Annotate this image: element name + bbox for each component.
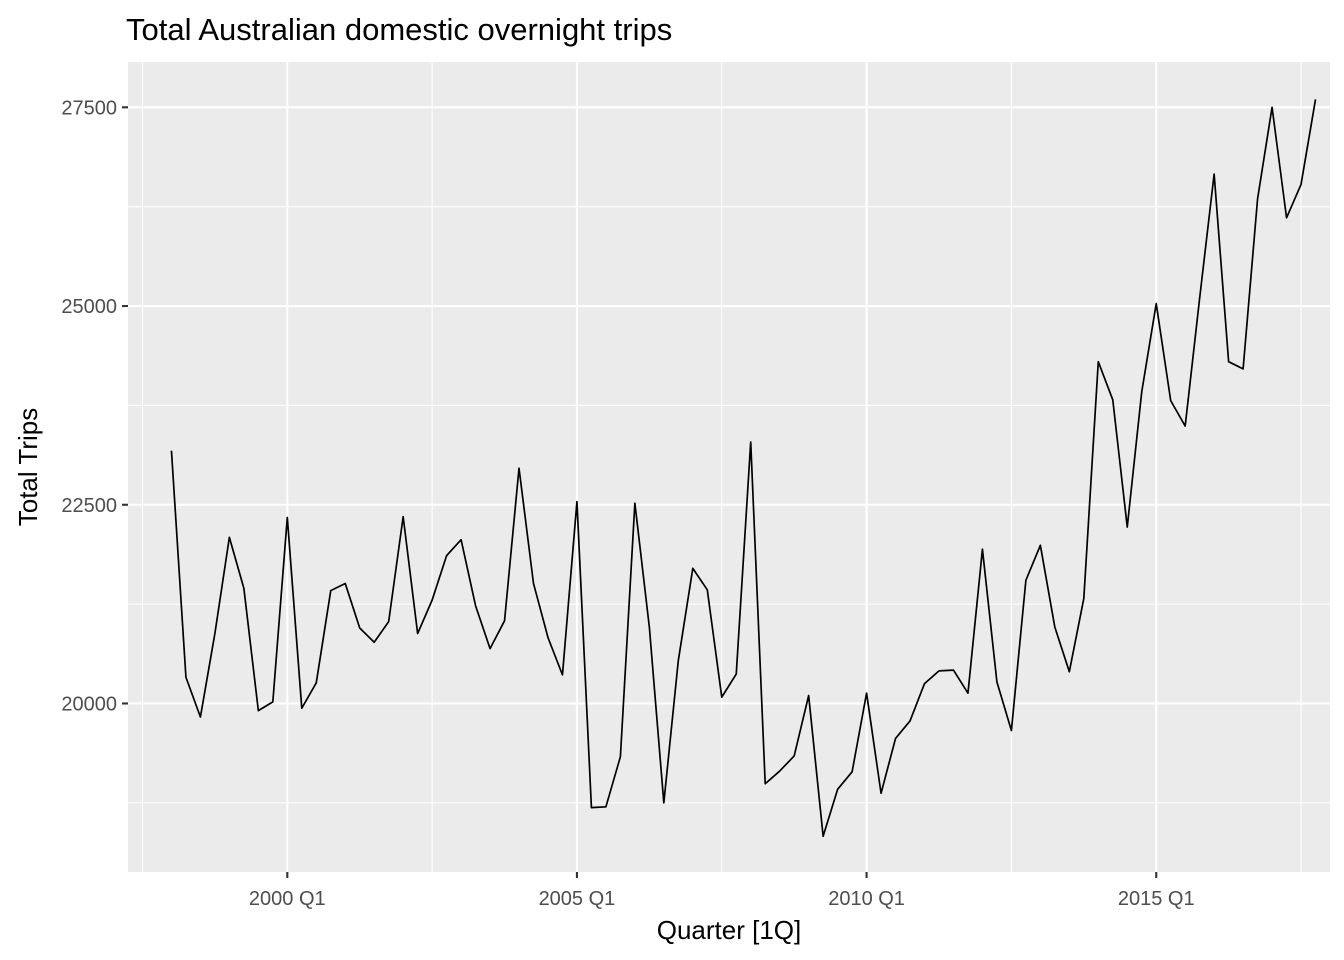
data-point: [865, 691, 869, 695]
data-point: [213, 632, 217, 636]
data-point: [387, 620, 391, 624]
data-point: [1125, 525, 1129, 529]
data-point: [1053, 625, 1057, 629]
data-point: [517, 466, 521, 470]
data-point: [894, 736, 898, 740]
data-point: [923, 682, 927, 686]
data-point: [1082, 597, 1086, 601]
data-point: [401, 515, 405, 519]
y-axis-ticks: 20000 22500 25000 27500: [61, 97, 128, 715]
data-point: [1241, 367, 1245, 371]
data-point: [1299, 182, 1303, 186]
y-tick-label: 22500: [61, 495, 117, 517]
data-point: [445, 554, 449, 558]
data-point: [749, 440, 753, 444]
data-point: [198, 715, 202, 719]
data-point: [184, 675, 188, 679]
data-point: [1183, 424, 1187, 428]
data-point: [1198, 296, 1202, 300]
data-point: [951, 668, 955, 672]
major-gridlines-x: [286, 62, 1158, 872]
data-point: [966, 691, 970, 695]
data-point: [285, 515, 289, 519]
data-point: [1169, 399, 1173, 403]
data-point: [1154, 302, 1158, 306]
data-point: [503, 619, 507, 623]
data-point: [1067, 670, 1071, 674]
data-point: [300, 706, 304, 710]
x-tick-label: 2010 Q1: [828, 888, 905, 910]
data-point: [1227, 360, 1231, 364]
data-point: [227, 535, 231, 539]
data-point: [416, 632, 420, 636]
data-point: [343, 581, 347, 585]
data-point: [604, 805, 608, 809]
data-point: [546, 636, 550, 640]
data-point: [1256, 197, 1260, 201]
data-point: [1024, 578, 1028, 582]
data-point: [734, 672, 738, 676]
data-point: [314, 681, 318, 685]
data-point: [329, 589, 333, 593]
data-point: [980, 547, 984, 551]
data-point: [1285, 216, 1289, 220]
data-point: [676, 659, 680, 663]
plot-panel: [128, 62, 1330, 872]
data-point: [589, 806, 593, 810]
data-point: [720, 695, 724, 699]
data-point: [459, 538, 463, 542]
data-point: [879, 791, 883, 795]
data-point: [575, 500, 579, 504]
x-axis-ticks: 2000 Q1 2005 Q1 2010 Q1 2015 Q1: [249, 872, 1195, 910]
data-point: [242, 586, 246, 590]
data-point: [1270, 105, 1274, 109]
data-point: [633, 501, 637, 505]
data-point: [937, 669, 941, 673]
chart-title: Total Australian domestic overnight trip…: [126, 12, 672, 47]
data-point: [1111, 398, 1115, 402]
data-point: [807, 694, 811, 698]
data-point: [430, 598, 434, 602]
data-point: [778, 769, 782, 773]
data-point: [169, 449, 173, 453]
data-point: [995, 680, 999, 684]
data-point: [1314, 97, 1318, 101]
data-point: [821, 834, 825, 838]
data-point: [372, 640, 376, 644]
data-point: [662, 801, 666, 805]
y-tick-label: 20000: [61, 693, 117, 715]
series-line-total-trips: [170, 99, 1317, 838]
data-point: [531, 581, 535, 585]
data-point: [1009, 729, 1013, 733]
data-point: [358, 626, 362, 630]
x-tick-label: 2015 Q1: [1118, 888, 1195, 910]
data-point: [792, 754, 796, 758]
data-point: [691, 566, 695, 570]
data-point: [488, 647, 492, 651]
x-tick-label: 2000 Q1: [249, 888, 326, 910]
data-point: [271, 700, 275, 704]
y-axis-title: Total Trips: [13, 408, 43, 527]
data-point: [850, 770, 854, 774]
minor-gridlines-x: [141, 62, 1302, 872]
data-point: [763, 782, 767, 786]
y-tick-label: 25000: [61, 296, 117, 318]
data-point: [474, 604, 478, 608]
x-tick-label: 2005 Q1: [539, 888, 616, 910]
data-point: [1038, 543, 1042, 547]
data-point: [647, 625, 651, 629]
x-axis-title: Quarter [1Q]: [657, 915, 802, 945]
data-point: [1140, 390, 1144, 394]
data-point: [618, 755, 622, 759]
y-tick-label: 27500: [61, 97, 117, 119]
data-point: [705, 588, 709, 592]
data-point: [1212, 172, 1216, 176]
data-point: [560, 673, 564, 677]
data-point: [836, 787, 840, 791]
data-point: [256, 709, 260, 713]
data-point: [908, 719, 912, 723]
data-point: [1096, 360, 1100, 364]
